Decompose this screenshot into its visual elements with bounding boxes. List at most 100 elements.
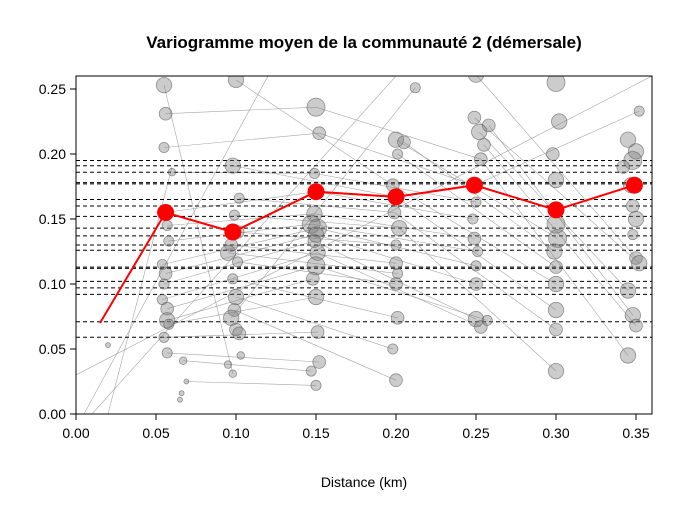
species-line bbox=[163, 331, 318, 338]
species-point bbox=[306, 97, 326, 117]
species-line bbox=[167, 352, 320, 363]
species-point bbox=[309, 244, 326, 261]
species-point bbox=[310, 379, 322, 391]
species-line bbox=[311, 223, 478, 252]
species-point bbox=[301, 214, 321, 234]
species-line bbox=[165, 191, 317, 213]
y-tick-label: 0.05 bbox=[39, 341, 66, 357]
species-line bbox=[167, 265, 317, 309]
species-line bbox=[476, 76, 637, 259]
species-point bbox=[470, 196, 482, 208]
species-point bbox=[547, 171, 565, 189]
species-point bbox=[310, 325, 325, 339]
species-line bbox=[107, 166, 173, 414]
species-point bbox=[233, 192, 245, 204]
species-point bbox=[158, 141, 170, 153]
y-axis: 0.00 0.05 0.10 0.15 0.20 0.25 bbox=[39, 81, 76, 422]
mean-variogram-point bbox=[625, 176, 643, 194]
species-line bbox=[227, 252, 398, 274]
species-point bbox=[392, 268, 404, 280]
species-point bbox=[467, 110, 482, 125]
species-line bbox=[314, 173, 477, 203]
species-point bbox=[387, 205, 402, 220]
species-point bbox=[627, 210, 645, 228]
species-line bbox=[317, 227, 477, 267]
species-point bbox=[219, 244, 237, 261]
species-line bbox=[315, 191, 473, 220]
species-point bbox=[469, 277, 483, 291]
species-line bbox=[168, 296, 317, 325]
species-point bbox=[629, 251, 643, 265]
x-tick-label: 0.30 bbox=[542, 425, 569, 441]
species-point bbox=[481, 314, 493, 326]
species-point bbox=[397, 135, 411, 150]
x-tick-label: 0.20 bbox=[382, 425, 409, 441]
species-point bbox=[467, 213, 479, 225]
species-point bbox=[391, 220, 408, 237]
x-tick-label: 0.05 bbox=[142, 425, 169, 441]
species-point bbox=[390, 239, 402, 251]
species-point bbox=[467, 231, 482, 246]
species-line bbox=[398, 227, 557, 372]
species-point bbox=[158, 331, 170, 343]
species-point bbox=[158, 266, 173, 281]
species-line bbox=[183, 360, 312, 372]
mean-variogram bbox=[99, 176, 643, 324]
species-line bbox=[239, 197, 395, 213]
species-point bbox=[477, 138, 491, 152]
species-point bbox=[163, 235, 175, 247]
species-line bbox=[165, 106, 317, 114]
y-tick-label: 0.25 bbox=[39, 81, 66, 97]
species-point bbox=[631, 255, 648, 272]
species-point bbox=[308, 167, 320, 179]
species-point bbox=[305, 365, 317, 377]
species-point bbox=[307, 234, 322, 248]
species-line bbox=[315, 265, 488, 321]
mean-variogram-line bbox=[99, 184, 635, 324]
species-point bbox=[228, 209, 240, 221]
x-axis-label: Distance (km) bbox=[321, 474, 407, 490]
species-point bbox=[551, 113, 568, 130]
species-point bbox=[473, 152, 488, 167]
species-line bbox=[483, 144, 637, 326]
species-point bbox=[163, 318, 175, 330]
species-point bbox=[387, 131, 405, 148]
species-line bbox=[315, 234, 477, 285]
y-tick-label: 0.20 bbox=[39, 146, 66, 162]
species-point bbox=[227, 76, 245, 88]
species-point bbox=[549, 260, 563, 274]
species-line bbox=[230, 87, 416, 318]
species-point bbox=[545, 147, 560, 161]
species-line bbox=[488, 125, 634, 316]
species-line bbox=[163, 240, 315, 285]
x-tick-label: 0.10 bbox=[222, 425, 249, 441]
species-point bbox=[158, 106, 173, 121]
species-point bbox=[236, 351, 245, 360]
x-tick-label: 0.35 bbox=[622, 425, 649, 441]
species-point bbox=[161, 347, 173, 359]
species-point bbox=[548, 229, 567, 248]
x-tick-label: 0.25 bbox=[462, 425, 489, 441]
species-point bbox=[161, 219, 173, 231]
species-point bbox=[389, 277, 403, 291]
species-line bbox=[186, 381, 317, 386]
species-point bbox=[158, 278, 170, 290]
mean-variogram-point bbox=[387, 188, 405, 206]
species-point bbox=[633, 105, 645, 117]
x-tick-label: 0.00 bbox=[62, 425, 89, 441]
species-point bbox=[549, 322, 563, 337]
x-tick-label: 0.15 bbox=[302, 425, 329, 441]
species-line bbox=[235, 79, 393, 186]
mean-variogram-point bbox=[465, 176, 483, 194]
species-point bbox=[178, 390, 185, 397]
x-axis: 0.00 0.05 0.10 0.15 0.20 0.25 0.30 0.35 bbox=[62, 414, 650, 441]
species-line bbox=[314, 213, 475, 239]
species-point bbox=[312, 126, 327, 140]
species-point bbox=[390, 310, 405, 325]
species-point bbox=[227, 288, 245, 306]
species-point bbox=[547, 362, 565, 380]
species-line bbox=[314, 240, 477, 320]
species-line bbox=[232, 165, 397, 198]
species-point bbox=[473, 320, 488, 334]
